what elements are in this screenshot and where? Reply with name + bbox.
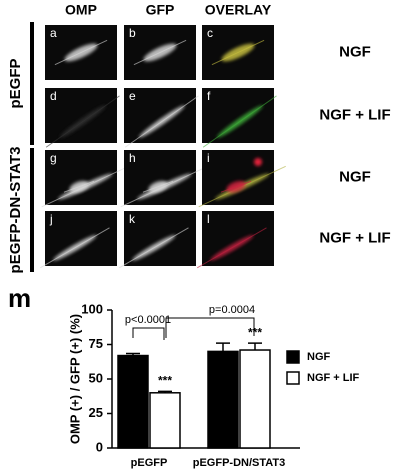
bracket xyxy=(132,327,165,340)
panel-letter: j xyxy=(49,212,53,226)
bar xyxy=(117,354,149,449)
error-bar xyxy=(216,342,230,352)
cell xyxy=(202,95,277,148)
panel-letter: e xyxy=(129,89,136,103)
group-bar xyxy=(30,148,34,272)
panel-letter: g xyxy=(50,151,57,165)
cell xyxy=(39,227,110,269)
column-header: GFP xyxy=(146,2,175,18)
annotation: *** xyxy=(158,374,172,388)
legend-label: NGF xyxy=(307,351,331,363)
error-bar xyxy=(158,390,172,393)
y-tick-label: 100 xyxy=(81,301,103,316)
y-tick-label: 25 xyxy=(89,405,103,420)
panel-letter: c xyxy=(207,26,213,40)
column-header: OVERLAY xyxy=(205,2,272,18)
condition-label: NGF xyxy=(339,168,371,185)
bar xyxy=(239,349,271,449)
cell xyxy=(196,227,267,269)
neurite xyxy=(63,180,95,193)
y-tick-label: 50 xyxy=(89,370,103,385)
micrograph xyxy=(45,88,117,143)
cell xyxy=(45,95,120,148)
neurite xyxy=(54,39,108,66)
cell xyxy=(118,227,189,269)
error-bar xyxy=(126,352,140,356)
cell xyxy=(198,165,286,208)
condition-label: NGF + LIF xyxy=(319,229,390,246)
cell xyxy=(120,165,208,208)
y-tick-label: 75 xyxy=(89,336,103,351)
panel-letter: a xyxy=(50,26,57,40)
legend-label: NGF + LIF xyxy=(307,372,360,384)
neurite xyxy=(142,180,174,193)
neurite xyxy=(118,227,189,269)
panel-letter: b xyxy=(129,26,136,40)
neurite xyxy=(124,95,199,148)
condition-label: NGF + LIF xyxy=(319,106,390,123)
annotation: p=0.0004 xyxy=(209,304,255,316)
cell xyxy=(54,39,108,66)
panel-letter: d xyxy=(50,89,57,103)
cell xyxy=(41,165,129,208)
chart-letter: m xyxy=(8,283,31,313)
group-label: pEGFP-DN-STAT3 xyxy=(7,147,24,274)
legend-swatch xyxy=(286,350,300,364)
bar xyxy=(149,392,181,449)
cell xyxy=(133,39,187,66)
y-axis-label: OMP (+) / GFP (+) (%) xyxy=(67,314,82,444)
panel-letter: k xyxy=(129,212,136,226)
y-tick-label: 0 xyxy=(96,439,103,454)
cell xyxy=(211,39,265,66)
annotation: p<0.0001 xyxy=(125,314,171,326)
panel-letter: f xyxy=(207,89,211,103)
annotation: *** xyxy=(248,325,262,339)
neurite xyxy=(202,95,277,148)
bar xyxy=(207,350,239,449)
neurite xyxy=(220,180,252,193)
neurite xyxy=(211,39,265,66)
micrograph xyxy=(202,88,274,143)
spot xyxy=(254,158,262,166)
legend-swatch xyxy=(286,371,300,385)
column-header: OMP xyxy=(65,2,97,18)
cell xyxy=(124,95,199,148)
neurite xyxy=(39,227,110,269)
neurite xyxy=(196,227,267,269)
condition-label: NGF xyxy=(339,43,371,60)
panel-letter: h xyxy=(129,151,136,165)
neurite xyxy=(45,95,120,148)
group-bar xyxy=(30,22,34,145)
error-bar xyxy=(248,342,262,351)
micrograph xyxy=(124,88,196,143)
neurite xyxy=(133,39,187,66)
x-tick-label: pEGFP-DN/STAT3 xyxy=(193,457,285,469)
panel-letter: l xyxy=(207,212,210,226)
panel-letter: i xyxy=(207,151,210,165)
group-label: pEGFP xyxy=(7,58,24,108)
bracket xyxy=(165,317,255,338)
x-tick-label: pEGFP xyxy=(131,457,168,469)
